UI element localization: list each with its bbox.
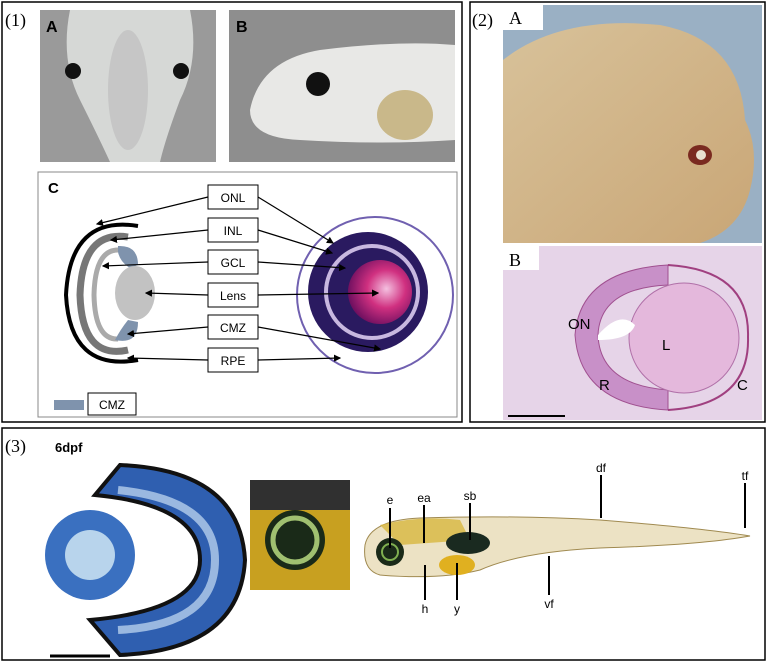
annotation-ea: ea	[417, 491, 431, 505]
annotation-sb: sb	[464, 489, 477, 503]
layer-label-inl: INL	[224, 224, 243, 238]
panel-2b-label: B	[509, 250, 521, 270]
retina-schematic: C ONL INL GCL Lens CMZ	[37, 171, 458, 418]
legend-swatch	[54, 400, 84, 410]
panel-1: (1) A B C	[1, 1, 463, 423]
annotation-h: h	[422, 602, 429, 616]
tadpole-dorsal-image: A	[40, 10, 216, 162]
layer-label-onl: ONL	[221, 191, 246, 205]
annotation-tf: tf	[742, 469, 749, 483]
tadpole-lateral-image: B	[229, 10, 455, 162]
panel-2: (2) A B ON L R C	[469, 1, 766, 423]
panel-3-label: (3)	[5, 436, 26, 457]
layer-label-cmz: CMZ	[220, 321, 246, 335]
layer-labels: ONL INL GCL Lens CMZ RPE	[207, 184, 259, 373]
zebrafish-larva-image: e ea sb df tf h y vf	[364, 461, 751, 616]
layer-label-lens: Lens	[220, 289, 246, 303]
eye-section-image: B ON L R C	[503, 246, 762, 420]
layer-label-rpe: RPE	[221, 354, 246, 368]
annotation-e: e	[387, 493, 394, 507]
zebrafish-retina-section	[45, 462, 248, 658]
annotation-vf: vf	[544, 597, 554, 611]
annotation-y: y	[454, 602, 460, 616]
panel-1-label: (1)	[5, 10, 26, 31]
annotation-on: ON	[568, 316, 591, 333]
zebrafish-head-image	[250, 480, 350, 590]
stage-label: 6dpf	[55, 440, 83, 455]
legend-label: CMZ	[99, 398, 125, 412]
annotation-df: df	[596, 461, 607, 475]
panel-1a-label: A	[46, 19, 58, 36]
arrows	[95, 196, 382, 362]
panel-1b-label: B	[236, 19, 248, 36]
panel-3: (3) 6dpf	[1, 427, 766, 661]
annotation-r: R	[599, 377, 610, 394]
layer-label-gcl: GCL	[221, 256, 246, 270]
panel-2-label: (2)	[472, 10, 493, 31]
annotation-c: C	[737, 377, 748, 394]
panel-2a-label: A	[509, 8, 522, 28]
panel-1c-label: C	[48, 180, 59, 197]
annotation-l: L	[662, 337, 670, 354]
embryo-head-image: A	[503, 5, 762, 243]
